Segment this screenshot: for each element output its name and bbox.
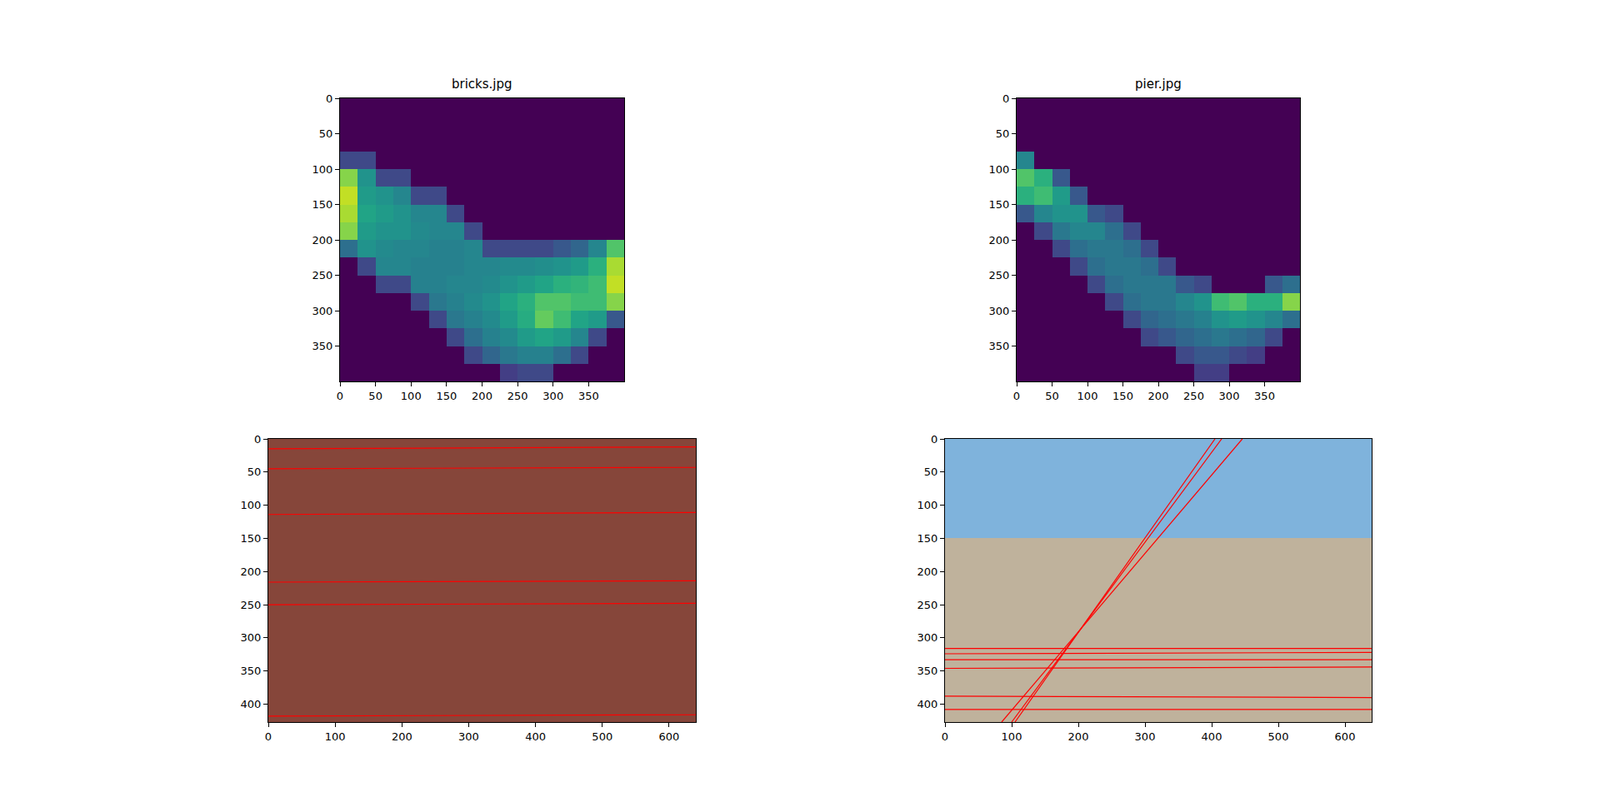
svg-text:100: 100 [1001, 730, 1023, 744]
svg-text:50: 50 [995, 127, 1010, 140]
svg-text:150: 150 [240, 532, 262, 545]
svg-text:100: 100 [400, 390, 422, 403]
svg-text:250: 250 [240, 599, 262, 612]
svg-text:0: 0 [941, 730, 949, 744]
svg-text:0: 0 [930, 433, 938, 446]
svg-text:400: 400 [917, 698, 939, 711]
svg-text:50: 50 [924, 465, 939, 479]
svg-text:300: 300 [458, 730, 480, 744]
svg-text:300: 300 [312, 305, 334, 318]
svg-text:150: 150 [989, 198, 1010, 211]
svg-text:300: 300 [1135, 730, 1156, 744]
svg-text:250: 250 [312, 269, 334, 282]
svg-text:200: 200 [471, 390, 493, 403]
svg-text:200: 200 [989, 234, 1010, 247]
svg-text:150: 150 [435, 390, 457, 403]
svg-text:50: 50 [368, 390, 383, 403]
svg-text:250: 250 [1183, 390, 1205, 403]
svg-text:350: 350 [917, 665, 939, 678]
svg-text:200: 200 [391, 730, 413, 744]
svg-text:100: 100 [989, 163, 1010, 176]
svg-text:0: 0 [254, 433, 261, 446]
svg-text:150: 150 [1112, 390, 1134, 403]
svg-text:pier.jpg: pier.jpg [1135, 76, 1182, 92]
svg-text:0: 0 [336, 390, 344, 403]
svg-text:300: 300 [989, 305, 1010, 318]
svg-text:0: 0 [325, 92, 333, 105]
svg-text:200: 200 [1068, 730, 1090, 744]
svg-text:250: 250 [989, 269, 1010, 282]
svg-text:50: 50 [1045, 390, 1060, 403]
svg-text:350: 350 [1254, 390, 1275, 403]
svg-text:350: 350 [240, 665, 262, 678]
svg-text:350: 350 [989, 340, 1010, 353]
svg-text:400: 400 [1201, 730, 1223, 744]
svg-text:300: 300 [240, 631, 262, 645]
svg-text:500: 500 [1268, 730, 1290, 744]
svg-text:350: 350 [578, 390, 600, 403]
svg-text:250: 250 [917, 599, 939, 612]
svg-text:300: 300 [917, 631, 939, 645]
svg-text:600: 600 [659, 730, 680, 744]
svg-text:200: 200 [240, 565, 262, 579]
svg-text:200: 200 [917, 565, 939, 579]
svg-text:200: 200 [312, 234, 334, 247]
svg-text:bricks.jpg: bricks.jpg [451, 76, 513, 92]
svg-text:300: 300 [542, 390, 564, 403]
svg-text:0: 0 [265, 730, 272, 744]
svg-text:0: 0 [1013, 390, 1020, 403]
svg-text:200: 200 [1148, 390, 1170, 403]
svg-text:0: 0 [1002, 92, 1010, 105]
svg-text:500: 500 [591, 730, 613, 744]
svg-text:350: 350 [312, 340, 334, 353]
svg-text:250: 250 [507, 390, 529, 403]
svg-text:150: 150 [917, 532, 939, 545]
svg-text:600: 600 [1335, 730, 1356, 744]
svg-text:300: 300 [1219, 390, 1240, 403]
svg-text:400: 400 [525, 730, 546, 744]
svg-text:150: 150 [312, 198, 334, 211]
svg-text:400: 400 [240, 698, 262, 711]
svg-text:50: 50 [319, 127, 334, 140]
svg-text:100: 100 [312, 163, 334, 176]
svg-text:100: 100 [240, 499, 262, 512]
svg-text:100: 100 [917, 499, 939, 512]
svg-text:100: 100 [1077, 390, 1099, 403]
svg-text:100: 100 [325, 730, 346, 744]
svg-text:50: 50 [247, 465, 262, 479]
